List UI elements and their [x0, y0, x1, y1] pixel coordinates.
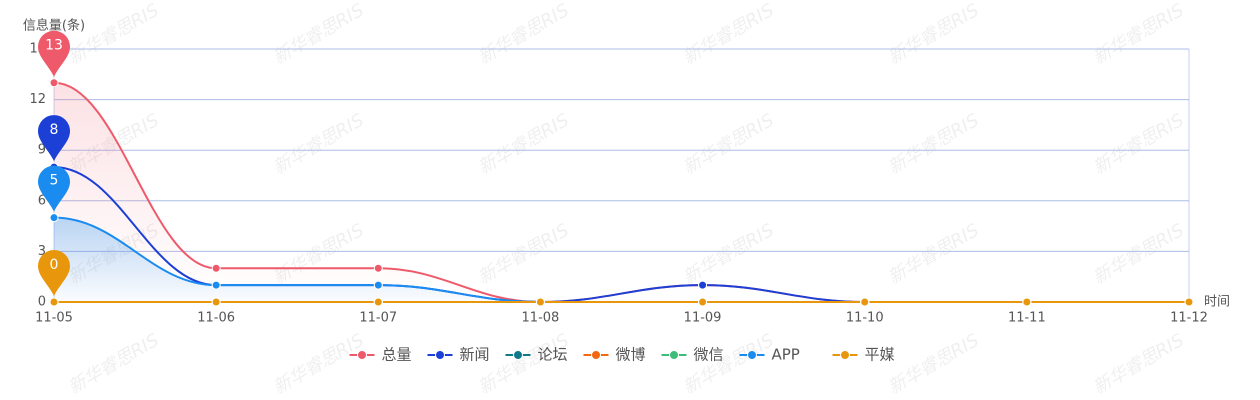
watermark: 新华睿思RIS	[270, 330, 368, 399]
watermark: 新华睿思RIS	[885, 220, 983, 289]
legend-label: 新闻	[460, 346, 490, 364]
watermark: 新华睿思RIS	[65, 0, 163, 69]
watermark: 新华睿思RIS	[680, 0, 778, 69]
x-tick-label: 11-07	[359, 311, 397, 326]
x-tick-label: 11-09	[684, 311, 722, 326]
point	[698, 297, 708, 307]
watermark: 新华睿思RIS	[475, 220, 573, 289]
watermark: 新华睿思RIS	[680, 110, 778, 179]
legend-marker	[747, 350, 757, 360]
x-tick-label: 11-12	[1170, 311, 1208, 326]
y-tick-label: 6	[38, 193, 46, 208]
legend-marker	[513, 350, 523, 360]
legend-label: 论坛	[538, 346, 568, 364]
watermark: 新华睿思RIS	[475, 110, 573, 179]
y-tick-label: 12	[29, 92, 46, 107]
pin	[38, 250, 70, 296]
x-tick-label: 11-05	[35, 311, 73, 326]
watermark: 新华睿思RIS	[1090, 220, 1188, 289]
point	[535, 297, 545, 307]
watermark: 新华睿思RIS	[475, 0, 573, 69]
legend-marker	[435, 350, 445, 360]
point	[211, 263, 221, 273]
point	[211, 297, 221, 307]
watermark: 新华睿思RIS	[475, 330, 573, 399]
watermark: 新华睿思RIS	[885, 330, 983, 399]
legend-label: 平媒	[865, 346, 895, 364]
point	[1022, 297, 1032, 307]
watermark: 新华睿思RIS	[885, 0, 983, 69]
legend-label: 总量	[382, 346, 412, 364]
legend-marker	[591, 350, 601, 360]
legend-label: 微信	[694, 346, 724, 364]
point	[1184, 297, 1194, 307]
watermark: 新华睿思RIS	[270, 110, 368, 179]
watermark: 新华睿思RIS	[885, 110, 983, 179]
watermark: 新华睿思RIS	[270, 0, 368, 69]
legend-marker	[357, 350, 367, 360]
point	[860, 297, 870, 307]
watermark: 新华睿思RIS	[680, 330, 778, 399]
legend-label: 微博	[616, 346, 646, 364]
point	[49, 78, 59, 88]
x-tick-label: 11-11	[1008, 311, 1046, 326]
y-tick-label: 3	[38, 244, 46, 259]
pin	[38, 30, 70, 77]
legend-label: APP	[772, 346, 800, 364]
line	[53, 81, 1189, 304]
legend-marker	[669, 350, 679, 360]
x-tick-label: 11-06	[197, 311, 235, 326]
point	[373, 280, 383, 290]
watermark: 新华睿思RIS	[1090, 330, 1188, 399]
y-axis-title: 信息量(条)	[23, 18, 85, 34]
point	[49, 297, 59, 307]
watermark: 新华睿思RIS	[680, 220, 778, 289]
y-tick-label: 0	[38, 295, 46, 310]
point	[698, 280, 708, 290]
pin	[38, 165, 70, 212]
watermark: 新华睿思RIS	[1090, 110, 1188, 179]
x-tick-label: 11-08	[522, 311, 560, 326]
pin-label: 13	[45, 38, 63, 54]
y-tick-label: 9	[38, 143, 46, 158]
point	[373, 263, 383, 273]
pin-label: 5	[50, 173, 59, 189]
watermark: 新华睿思RIS	[65, 330, 163, 399]
pin	[38, 115, 70, 162]
pin-label: 8	[50, 122, 59, 138]
point	[49, 213, 59, 223]
x-axis-title: 时间	[1204, 295, 1230, 310]
point	[373, 297, 383, 307]
point	[211, 280, 221, 290]
area	[54, 217, 1189, 302]
pin-label: 0	[50, 257, 59, 273]
x-tick-label: 11-10	[846, 311, 884, 326]
legend-marker	[840, 350, 850, 360]
watermark: 新华睿思RIS	[1090, 0, 1188, 69]
